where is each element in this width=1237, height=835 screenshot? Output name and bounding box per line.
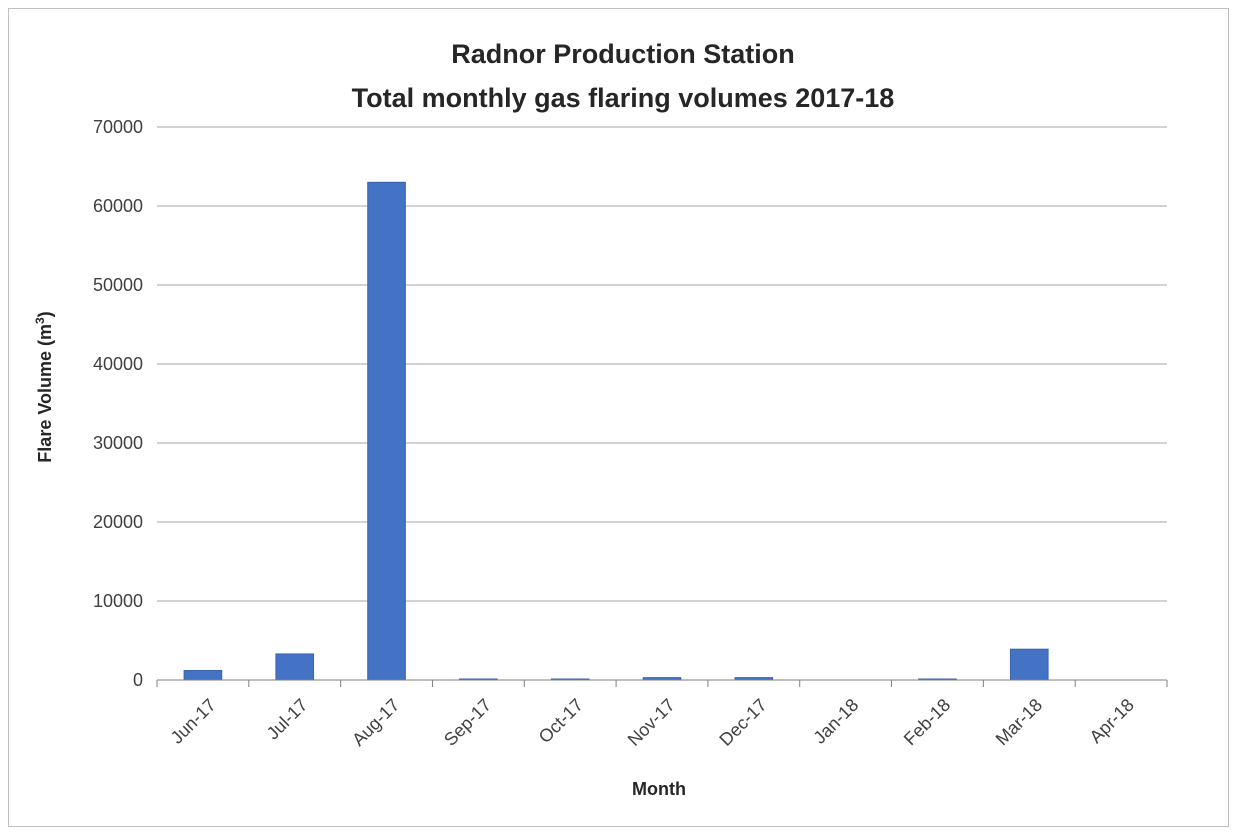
x-tick-labels: Jun-17 Jul-17 Aug-17 Sep-17 Oct-17 Nov-17 Dec-… (167, 695, 1138, 750)
x-tick-label-Dec-17: Dec-17 (715, 695, 770, 750)
x-tick-label-Jan-18: Jan-18 (809, 695, 862, 748)
x-tick-label-Jun-17: Jun-17 (167, 695, 220, 748)
x-axis-title: Month (632, 779, 686, 799)
y-tick-label-70000: 70000 (93, 117, 143, 137)
x-tick-label-Nov-17: Nov-17 (624, 695, 679, 750)
y-axis-title: Flare Volume (m3) (33, 311, 55, 462)
y-axis-title-text: Flare Volume (m (35, 324, 55, 463)
x-tick-label-Aug-17: Aug-17 (348, 695, 403, 750)
x-tick-label-Oct-17: Oct-17 (535, 695, 587, 747)
y-axis-title-superscript: 3 (33, 317, 47, 324)
bar-Mar-18 (1009, 648, 1049, 681)
y-tick-label-50000: 50000 (93, 275, 143, 295)
chart-frame: Radnor Production Station Total monthly … (8, 8, 1229, 827)
axes (156, 679, 1168, 687)
bar-Jun-17 (183, 670, 223, 681)
x-tick-label-Sep-17: Sep-17 (440, 695, 495, 750)
x-tick-label-Jul-17: Jul-17 (263, 695, 312, 744)
chart-title-line-2: Total monthly gas flaring volumes 2017-1… (352, 83, 895, 113)
y-tick-label-10000: 10000 (93, 591, 143, 611)
y-tick-label-40000: 40000 (93, 354, 143, 374)
chart-title-line-1: Radnor Production Station (451, 39, 795, 69)
bar-Jul-17 (275, 653, 315, 681)
x-tick-label-Apr-18: Apr-18 (1086, 695, 1138, 747)
y-tick-labels: 0 10000 20000 30000 40000 50000 60000 70000 (93, 117, 143, 690)
y-axis-title-close: ) (35, 311, 55, 317)
x-tick-label-Mar-18: Mar-18 (992, 695, 1046, 749)
bar-chart: Radnor Production Station Total monthly … (33, 39, 1168, 799)
gridlines (157, 126, 1167, 602)
x-tick-label-Feb-18: Feb-18 (900, 695, 954, 749)
bar-Aug-17 (367, 181, 406, 681)
y-tick-label-0: 0 (133, 670, 143, 690)
y-tick-label-30000: 30000 (93, 433, 143, 453)
y-tick-label-60000: 60000 (93, 196, 143, 216)
y-tick-label-20000: 20000 (93, 512, 143, 532)
bars (183, 181, 1049, 681)
